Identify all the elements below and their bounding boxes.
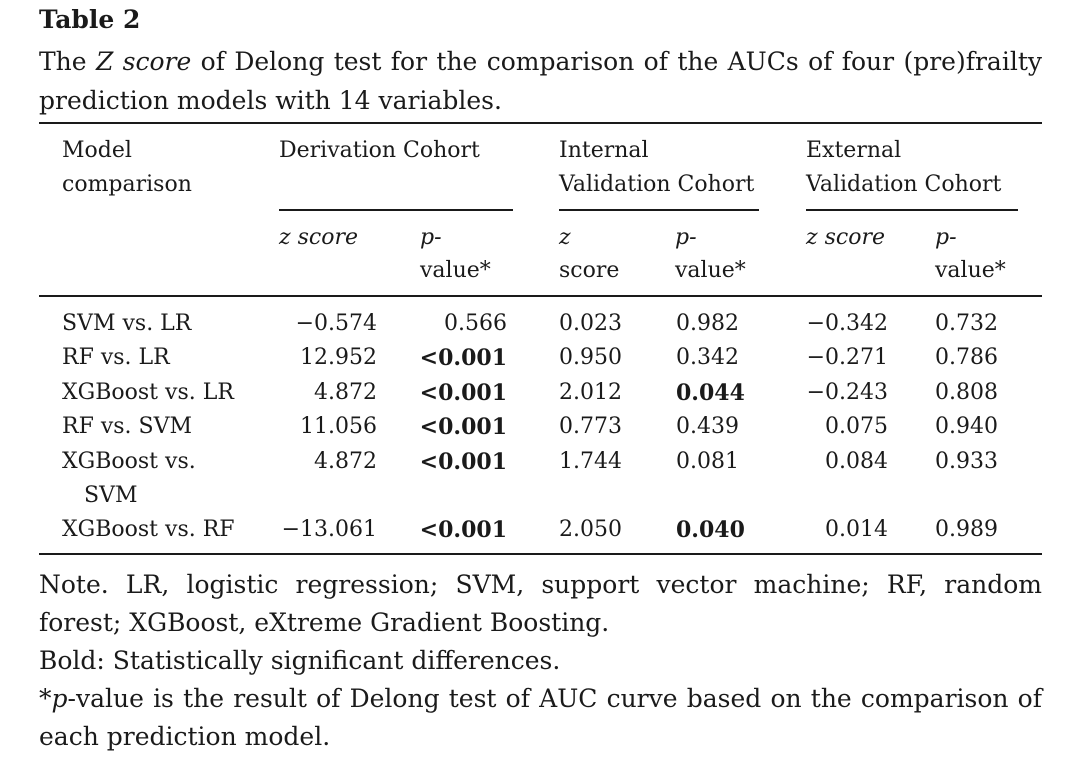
header-bottom-rule: [39, 295, 1042, 297]
header-ext-z: z score: [806, 221, 885, 255]
header-model-line2: comparison: [62, 172, 192, 197]
cell-dp: 0.566: [444, 311, 507, 336]
header-int-z2: score: [559, 258, 620, 283]
cell-ez: −0.243: [806, 380, 888, 405]
internal-underline: [559, 209, 759, 211]
table-caption: The Z score of Delong test for the compa…: [39, 42, 1042, 120]
header-int-p1: p-: [675, 221, 697, 255]
row-model-name: XGBoost vs. LR: [62, 380, 234, 405]
row-model-name: RF vs. LR: [62, 345, 170, 370]
row-model-name: XGBoost vs.: [62, 449, 196, 474]
cell-dz: 12.952: [300, 345, 377, 370]
row-model-name: RF vs. SVM: [62, 414, 193, 439]
note-bold: Bold: Statistically significant differen…: [39, 646, 561, 675]
table-top-rule: [39, 122, 1042, 124]
note-pvalue-rest: -value is the result of Delong test of A…: [39, 684, 1042, 751]
cell-dp: <0.001: [419, 414, 507, 440]
header-ext-p2: value*: [935, 258, 1006, 283]
cell-dz: 11.056: [300, 414, 377, 439]
table-notes: Note. LR, logistic regression; SVM, supp…: [39, 566, 1042, 756]
table-bottom-rule: [39, 553, 1042, 555]
cell-ez: −0.342: [806, 311, 888, 336]
cell-iz: 2.050: [559, 517, 622, 542]
caption-italic: Z score: [95, 47, 192, 76]
header-external-line2: Validation Cohort: [806, 172, 1002, 197]
cell-ez: 0.014: [825, 517, 888, 542]
header-deriv-z: z score: [279, 221, 358, 255]
cell-ep: 0.933: [935, 449, 998, 474]
cell-ep: 0.786: [935, 345, 998, 370]
header-int-p1-text: p-: [675, 225, 697, 250]
cell-dp: <0.001: [419, 517, 507, 543]
header-deriv-p1-text: p-: [420, 225, 442, 250]
cell-dp: <0.001: [419, 345, 507, 371]
cell-ep: 0.989: [935, 517, 998, 542]
cell-iz: 1.744: [559, 449, 622, 474]
header-deriv-p2: value*: [420, 258, 491, 283]
header-external-line1: External: [806, 138, 902, 163]
cell-dz: −13.061: [281, 517, 377, 542]
cell-iz: 0.773: [559, 414, 622, 439]
header-int-z1: z: [559, 221, 571, 255]
cell-ep: 0.732: [935, 311, 998, 336]
header-model-line1: Model: [62, 138, 132, 163]
header-ext-p1-text: p-: [935, 225, 957, 250]
row-model-name-continued: SVM: [84, 483, 138, 508]
derivation-underline: [279, 209, 513, 211]
header-int-p2: value*: [675, 258, 746, 283]
table-title: Table 2: [39, 5, 141, 34]
header-deriv-p1: p-: [420, 221, 442, 255]
cell-ep: 0.808: [935, 380, 998, 405]
caption-pre: The: [39, 47, 96, 76]
cell-dz: −0.574: [295, 311, 377, 336]
header-internal-line2: Validation Cohort: [559, 172, 755, 197]
cell-ez: 0.075: [825, 414, 888, 439]
header-ext-z-text: z score: [806, 225, 885, 250]
note-abbreviations: Note. LR, logistic regression; SVM, supp…: [39, 570, 1042, 637]
note-pvalue-star: *: [39, 684, 52, 713]
cell-ez: −0.271: [806, 345, 888, 370]
cell-iz: 2.012: [559, 380, 622, 405]
cell-ez: 0.084: [825, 449, 888, 474]
header-internal-line1: Internal: [559, 138, 649, 163]
cell-ip: 0.044: [676, 380, 745, 406]
cell-ip: 0.439: [676, 414, 739, 439]
cell-dz: 4.872: [314, 380, 377, 405]
cell-iz: 0.950: [559, 345, 622, 370]
cell-iz: 0.023: [559, 311, 622, 336]
header-derivation-cohort: Derivation Cohort: [279, 138, 480, 163]
row-model-name: XGBoost vs. RF: [62, 517, 235, 542]
header-ext-p1: p-: [935, 221, 957, 255]
cell-dp: <0.001: [419, 449, 507, 475]
cell-ip: 0.081: [676, 449, 739, 474]
cell-ip: 0.040: [676, 517, 745, 543]
row-model-name: SVM vs. LR: [62, 311, 192, 336]
cell-ip: 0.342: [676, 345, 739, 370]
cell-ep: 0.940: [935, 414, 998, 439]
header-deriv-z-text: z score: [279, 225, 358, 250]
caption-post: of Delong test for the comparison of the…: [39, 47, 1042, 115]
cell-dp: <0.001: [419, 380, 507, 406]
header-int-z1-text: z: [559, 225, 571, 250]
external-underline: [806, 209, 1018, 211]
cell-dz: 4.872: [314, 449, 377, 474]
note-pvalue-italic: p: [51, 684, 68, 713]
cell-ip: 0.982: [676, 311, 739, 336]
note-pvalue: *p-value is the result of Delong test of…: [39, 680, 1042, 756]
